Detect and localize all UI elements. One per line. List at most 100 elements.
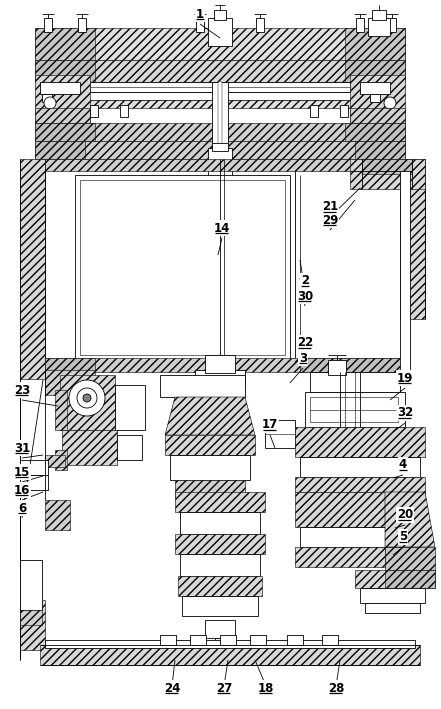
Bar	[45, 455, 65, 467]
Bar	[160, 635, 176, 645]
Bar	[35, 123, 95, 141]
Text: 6: 6	[18, 501, 26, 515]
Text: 2: 2	[301, 274, 309, 288]
Bar	[212, 82, 228, 162]
Bar	[295, 547, 385, 567]
Bar	[45, 640, 415, 648]
Bar	[310, 105, 318, 117]
Text: 27: 27	[216, 681, 232, 695]
Bar	[60, 375, 115, 430]
Bar	[160, 375, 245, 397]
Bar	[295, 492, 425, 527]
Text: 5: 5	[399, 530, 407, 544]
Bar	[208, 18, 232, 46]
Bar	[182, 596, 258, 616]
Bar	[117, 435, 142, 460]
Text: 20: 20	[397, 508, 413, 522]
Circle shape	[216, 642, 224, 650]
Bar	[195, 574, 225, 592]
Bar	[350, 108, 405, 123]
Bar	[345, 60, 405, 82]
Bar	[360, 588, 425, 603]
Bar	[350, 159, 425, 189]
Polygon shape	[385, 492, 435, 547]
Text: 1: 1	[196, 8, 204, 21]
Bar	[185, 518, 235, 536]
Bar	[178, 576, 262, 596]
Bar	[215, 638, 225, 650]
Text: 22: 22	[297, 337, 313, 350]
Circle shape	[83, 394, 91, 402]
Bar	[300, 527, 420, 547]
Bar	[44, 18, 52, 32]
Bar	[40, 645, 420, 665]
Bar	[210, 388, 230, 408]
Bar	[205, 355, 235, 373]
Polygon shape	[165, 397, 255, 435]
Circle shape	[69, 380, 105, 416]
Bar	[20, 610, 42, 625]
Bar	[175, 480, 245, 498]
Bar	[212, 143, 228, 151]
Text: 16: 16	[14, 484, 30, 496]
Bar	[35, 123, 405, 141]
Text: 23: 23	[14, 384, 30, 396]
Bar	[216, 188, 224, 203]
Bar	[295, 427, 425, 457]
Bar	[45, 500, 70, 530]
Bar	[400, 159, 425, 319]
Bar	[62, 430, 117, 465]
Bar	[356, 18, 364, 32]
Bar	[322, 635, 338, 645]
Text: 14: 14	[214, 221, 230, 235]
Bar	[42, 94, 52, 102]
Bar	[372, 10, 386, 20]
Bar	[192, 556, 228, 574]
Text: 24: 24	[164, 681, 180, 695]
Bar	[287, 635, 303, 645]
Text: 32: 32	[397, 406, 413, 420]
Bar	[310, 397, 398, 422]
Bar	[328, 360, 346, 375]
Bar	[40, 82, 80, 94]
Bar	[35, 28, 95, 60]
Bar	[20, 600, 45, 650]
Text: 19: 19	[397, 372, 413, 384]
Polygon shape	[385, 547, 435, 570]
Bar	[265, 420, 295, 448]
Bar	[300, 457, 420, 477]
Bar	[365, 603, 420, 613]
Circle shape	[77, 388, 97, 408]
Bar	[35, 28, 405, 60]
Bar	[220, 635, 236, 645]
Bar	[80, 180, 285, 355]
Bar	[78, 18, 86, 32]
Bar	[45, 358, 400, 372]
Bar	[45, 358, 95, 372]
Bar	[180, 512, 260, 534]
Bar	[90, 82, 350, 92]
Bar	[310, 372, 400, 392]
Text: 29: 29	[322, 213, 338, 226]
Bar	[115, 385, 145, 430]
Bar	[300, 358, 400, 372]
Bar	[355, 141, 405, 159]
Circle shape	[44, 97, 56, 109]
Bar	[35, 60, 405, 82]
Text: 17: 17	[262, 418, 278, 432]
Bar	[214, 10, 226, 20]
Bar	[218, 82, 222, 162]
Bar	[360, 82, 390, 94]
Bar	[90, 105, 98, 117]
Bar	[55, 390, 67, 430]
Bar	[388, 18, 396, 32]
Bar	[190, 536, 230, 556]
Bar	[175, 492, 265, 512]
Bar	[35, 75, 90, 125]
Text: 21: 21	[322, 201, 338, 213]
Bar	[208, 148, 232, 188]
Text: 31: 31	[14, 442, 30, 454]
Bar	[120, 105, 128, 117]
Bar	[400, 171, 410, 371]
Bar	[355, 570, 435, 588]
